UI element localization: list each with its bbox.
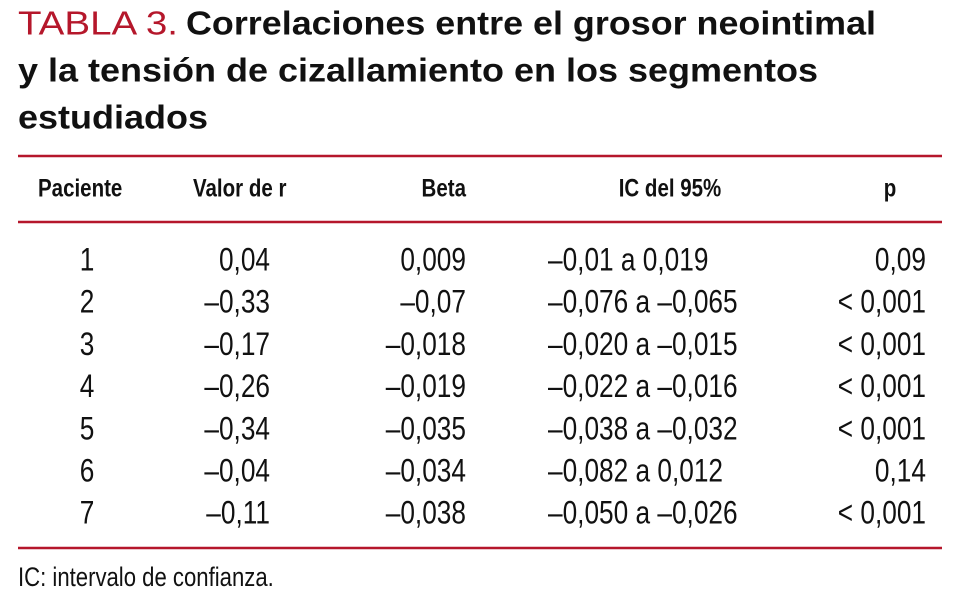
column-header: Paciente (38, 174, 122, 202)
table-title: y la tensión de cizallamiento en los seg… (18, 52, 818, 89)
table-cell: –0,038 (386, 496, 466, 531)
table-cell: –0,33 (204, 285, 270, 320)
table-cell: –0,01 a 0,019 (548, 243, 708, 278)
table-cell: –0,038 a –0,032 (548, 412, 738, 447)
footnote: IC: intervalo de confianza. (18, 563, 274, 593)
table-cell: 7 (80, 496, 95, 531)
table-cell: –0,035 (386, 412, 466, 447)
table-cell: 0,04 (219, 243, 270, 278)
table-cell: –0,022 a –0,016 (548, 370, 738, 405)
column-header: Valor de r (193, 174, 287, 202)
table-cell: < 0,001 (838, 496, 926, 531)
column-header: p (884, 174, 897, 202)
table-cell: –0,26 (204, 370, 270, 405)
table-cell: 2 (80, 285, 95, 320)
table-cell: < 0,001 (838, 370, 926, 405)
table-cell: –0,034 (386, 454, 466, 489)
table-cell: –0,018 (386, 328, 466, 363)
table-cell: –0,050 a –0,026 (548, 496, 738, 531)
table-cell: –0,020 a –0,015 (548, 328, 738, 363)
column-header: IC del 95% (619, 174, 722, 202)
table-cell: 0,14 (875, 454, 926, 489)
table-cell: < 0,001 (838, 412, 926, 447)
table-cell: 0,09 (875, 243, 926, 278)
table-cell: –0,04 (204, 454, 270, 489)
table-title: Correlaciones entre el grosor neointimal (186, 5, 876, 42)
column-header: Beta (422, 174, 467, 202)
table-cell: –0,082 a 0,012 (548, 454, 723, 489)
table-cell: –0,076 a –0,065 (548, 285, 738, 320)
table-cell: 3 (80, 328, 95, 363)
table-cell: –0,019 (386, 370, 466, 405)
table-cell: –0,07 (400, 285, 466, 320)
table-label: TABLA 3. (18, 5, 178, 42)
table-cell: 6 (80, 454, 95, 489)
table-cell: –0,17 (204, 328, 270, 363)
table-cell: –0,11 (206, 496, 270, 531)
table-cell: 5 (80, 412, 95, 447)
table-cell: < 0,001 (838, 285, 926, 320)
table-cell: 4 (80, 370, 95, 405)
table-cell: < 0,001 (838, 328, 926, 363)
table-cell: 1 (80, 243, 95, 278)
table-cell: 0,009 (400, 243, 466, 278)
table-title: estudiados (18, 99, 208, 136)
table-cell: –0,34 (204, 412, 270, 447)
